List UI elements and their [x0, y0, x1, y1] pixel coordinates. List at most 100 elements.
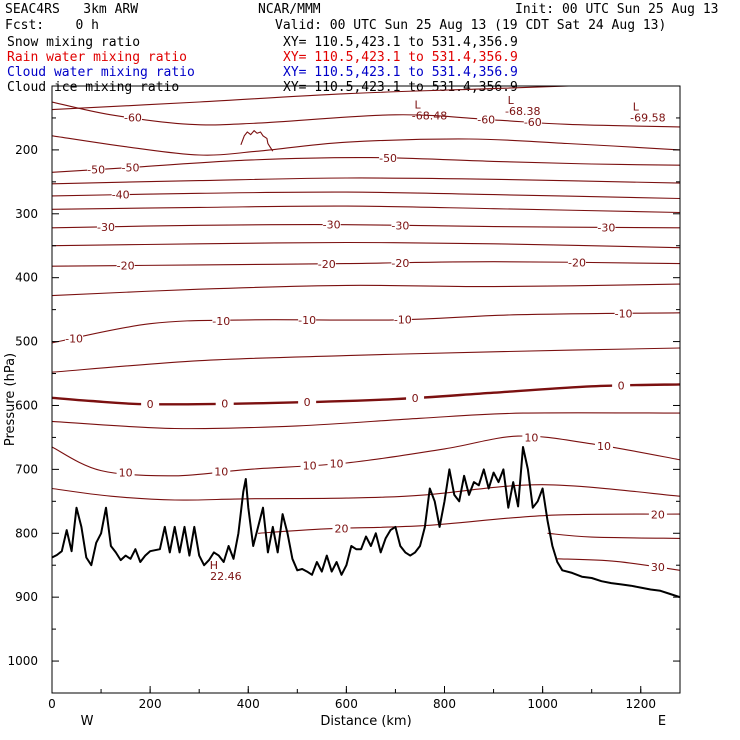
isotherm-label: 0: [304, 396, 311, 409]
isotherm-line: [52, 261, 680, 267]
isotherm-label: 10: [597, 440, 611, 453]
isotherm-line: [52, 484, 680, 501]
y-tick-label: 200: [15, 143, 38, 157]
plot-frame: [51, 85, 681, 694]
isotherm-label: -40: [112, 189, 130, 202]
isotherm-label: -20: [391, 257, 409, 270]
isotherm-label: 0: [147, 398, 154, 411]
east-edge-label: E: [658, 714, 666, 729]
valid-time: Valid: 00 UTC Sun 25 Aug 13 (19 CDT Sat …: [275, 18, 667, 33]
isotherm-label: 10: [330, 458, 344, 471]
isotherm-line: [258, 513, 680, 534]
isotherm-line: [52, 383, 680, 406]
high-marker: H: [210, 559, 218, 572]
x-tick-label: 1200: [625, 697, 656, 711]
extremum-value: -69.58: [630, 111, 665, 124]
legend-label-cloud-ice: Cloud ice mixing ratio: [7, 80, 180, 95]
isotherm-line: [52, 241, 680, 249]
isotherm-label-bg: [379, 152, 398, 165]
legend-label-snow: Snow mixing ratio: [7, 35, 141, 50]
upper-contour-bump: [240, 129, 274, 152]
isotherm-label: -30: [323, 219, 341, 232]
isotherm-label-bg: [594, 440, 613, 453]
isotherm-label: -10: [212, 315, 230, 328]
legend-label-rain: Rain water mixing ratio: [7, 50, 188, 65]
isotherm-label: -20: [117, 260, 135, 273]
y-tick-label: 300: [15, 207, 38, 221]
isotherm-line: [52, 157, 680, 173]
isotherm-label-bg: [612, 379, 631, 392]
isotherm-line: [52, 205, 680, 214]
isotherm-label-bg: [523, 116, 542, 129]
x-tick-label: 600: [335, 697, 358, 711]
isotherm-label: -20: [318, 258, 336, 271]
y-tick-label: 900: [15, 590, 38, 604]
y-tick-label: 600: [15, 398, 38, 412]
isotherm-label-bg: [327, 457, 346, 470]
isotherm-label: -10: [615, 307, 633, 320]
isotherm-label-bg: [116, 259, 135, 272]
isotherm-label: 20: [334, 522, 348, 535]
isotherm-label: -50: [122, 161, 140, 174]
terrain-line: [52, 446, 680, 599]
isotherm-label: 0: [618, 380, 625, 393]
isotherm-label: -30: [391, 219, 409, 232]
isotherm-label-bg: [322, 218, 341, 231]
isotherm-label-bg: [298, 313, 317, 326]
axes: 0 200 400 600 800 1000 12002003004005006007008…: [7, 117, 680, 711]
y-tick-label: 400: [15, 271, 38, 285]
isotherm-label-bg: [212, 465, 231, 478]
x-tick-label: 1000: [527, 697, 558, 711]
y-tick-label: 1000: [7, 654, 38, 668]
organization: NCAR/MMM: [258, 2, 321, 17]
isotherm-label-bg: [317, 257, 336, 270]
extremum-value: -68.38: [505, 105, 540, 118]
isotherm-label: -10: [298, 314, 316, 327]
extremum-value: -68.48: [412, 109, 447, 122]
isotherm-label-bg: [648, 561, 667, 574]
isotherm-label-bg: [477, 113, 496, 126]
isotherm-line: [547, 532, 680, 539]
isotherm-label-bg: [391, 256, 410, 269]
isotherm-label: -60: [477, 113, 495, 126]
isotherm-label: -60: [524, 116, 542, 129]
isotherm-label: -30: [97, 221, 115, 234]
isotherm-line: [52, 312, 680, 344]
isotherm-label-bg: [567, 256, 586, 269]
isotherm-label-bg: [111, 188, 130, 201]
isotherm-line: [52, 283, 680, 297]
isotherm-label-bg: [614, 307, 633, 320]
isotherm-label-bg: [96, 220, 115, 233]
legend-xy-cloud-water: XY= 110.5,423.1 to 531.4,356.9: [283, 65, 518, 80]
isotherm-line: [52, 347, 680, 373]
x-tick-label: 400: [237, 697, 260, 711]
forecast-hour: Fcst: 0 h: [5, 18, 99, 33]
terrain-profile: [52, 446, 680, 599]
isotherm-label: -30: [597, 221, 615, 234]
isotherm-label-bg: [298, 395, 317, 408]
y-tick-label: 700: [15, 462, 38, 476]
isotherm-label: 0: [412, 392, 419, 405]
isotherm-label-bg: [391, 219, 410, 232]
x-axis-label: Distance (km): [320, 714, 411, 729]
extremum-value: 22.46: [210, 570, 242, 583]
isotherm-line: [52, 101, 680, 128]
isotherm-label: -50: [87, 164, 105, 177]
isotherm-label-bg: [406, 391, 425, 404]
y-tick-label: 800: [15, 526, 38, 540]
isotherm-label-bg: [116, 466, 135, 479]
isotherm-label-bg: [141, 398, 160, 411]
isotherm-label-bg: [123, 111, 142, 124]
isotherm-label-bg: [87, 163, 106, 176]
isotherm-label: -50: [379, 152, 397, 165]
init-time: Init: 00 UTC Sun 25 Aug 13: [515, 2, 719, 17]
isotherm-label: 10: [214, 466, 228, 479]
isotherm-label-bg: [215, 397, 234, 410]
isotherm-line: [52, 224, 680, 229]
isotherm-label-bg: [597, 221, 616, 234]
isotherm-label: -10: [394, 314, 412, 327]
isotherm-label-bg: [121, 161, 140, 174]
isotherm-label-bg: [212, 314, 231, 327]
low-marker: L: [508, 94, 515, 107]
